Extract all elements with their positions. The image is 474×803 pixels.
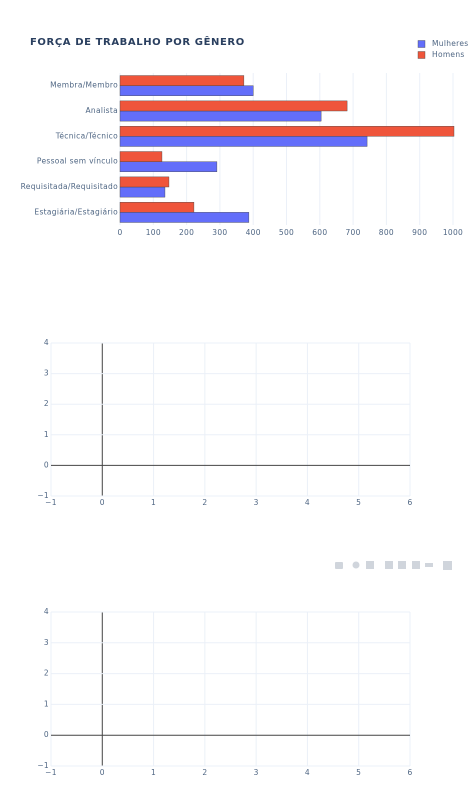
y-tick-label: −1 <box>37 491 49 500</box>
chart-title: FORÇA DE TRABALHO POR GÊNERO <box>30 35 245 48</box>
y-tick-label: 0 <box>44 730 49 739</box>
y-tick-label: 3 <box>44 369 49 378</box>
bar <box>119 161 218 173</box>
y-tick-label: 4 <box>44 338 49 347</box>
bar <box>119 186 166 198</box>
modebar-icon[interactable] <box>398 561 406 569</box>
x-tick-label: 4 <box>305 768 310 777</box>
x-tick-label: −1 <box>45 498 57 507</box>
x-tick-label: 1 <box>151 498 156 507</box>
modebar-icon[interactable] <box>443 561 452 570</box>
y-tick-label: 1 <box>44 699 49 708</box>
x-tick-label: 3 <box>254 768 259 777</box>
y-tick-label: Membra/Membro <box>50 81 118 90</box>
x-tick-label: 2 <box>202 498 207 507</box>
legend-label: Mulheres <box>432 39 469 48</box>
y-tick-label: Analista <box>86 106 119 115</box>
x-tick-label: 300 <box>212 228 227 237</box>
x-tick-label: 6 <box>407 498 412 507</box>
bar <box>119 125 455 137</box>
y-tick-label: 4 <box>44 607 49 616</box>
modebar <box>335 561 452 570</box>
legend-swatch <box>417 40 426 48</box>
x-tick-label: 0 <box>100 498 105 507</box>
y-tick-label: 0 <box>44 460 49 469</box>
modebar-icon[interactable] <box>335 562 343 569</box>
x-tick-label: 6 <box>407 768 412 777</box>
y-tick-label: 3 <box>44 638 49 647</box>
y-tick-label: Pessoal sem vínculo <box>37 157 118 166</box>
bar <box>119 201 195 213</box>
x-tick-label: 1000 <box>443 228 463 237</box>
x-tick-label: 3 <box>254 498 259 507</box>
x-tick-label: 2 <box>202 768 207 777</box>
modebar-icon[interactable] <box>385 561 393 569</box>
bar <box>119 176 170 188</box>
bar <box>119 110 322 122</box>
y-tick-label: Técnica/Técnico <box>55 131 118 140</box>
x-tick-label: 0 <box>117 228 122 237</box>
y-tick-label: Requisitada/Requisitado <box>21 182 118 191</box>
y-tick-label: 2 <box>44 399 49 408</box>
legend-swatch <box>417 51 426 59</box>
x-tick-label: 600 <box>312 228 327 237</box>
modebar-icon[interactable] <box>425 563 433 567</box>
bar <box>119 136 368 147</box>
bar <box>119 100 348 112</box>
x-tick-label: 5 <box>356 768 361 777</box>
x-tick-label: 800 <box>379 228 394 237</box>
x-tick-label: 4 <box>305 498 310 507</box>
x-tick-label: 400 <box>246 228 261 237</box>
x-tick-label: 5 <box>356 498 361 507</box>
bar <box>119 212 250 223</box>
x-tick-label: 0 <box>100 768 105 777</box>
x-tick-label: 200 <box>179 228 194 237</box>
x-tick-label: 1 <box>151 768 156 777</box>
y-tick-label: Estagiária/Estagiário <box>34 207 118 216</box>
legend-label: Homens <box>432 50 465 59</box>
bar <box>119 75 245 86</box>
bar <box>119 85 254 96</box>
bar <box>119 151 163 162</box>
x-tick-label: 700 <box>345 228 360 237</box>
modebar-icon[interactable] <box>366 561 374 569</box>
modebar-icon[interactable] <box>412 561 420 569</box>
x-tick-label: 500 <box>279 228 294 237</box>
y-tick-label: −1 <box>37 761 49 770</box>
x-tick-label: 100 <box>146 228 161 237</box>
modebar-icon[interactable] <box>352 561 360 569</box>
y-tick-label: 2 <box>44 669 49 678</box>
y-tick-label: 1 <box>44 430 49 439</box>
x-tick-label: −1 <box>45 768 57 777</box>
x-tick-label: 900 <box>412 228 427 237</box>
